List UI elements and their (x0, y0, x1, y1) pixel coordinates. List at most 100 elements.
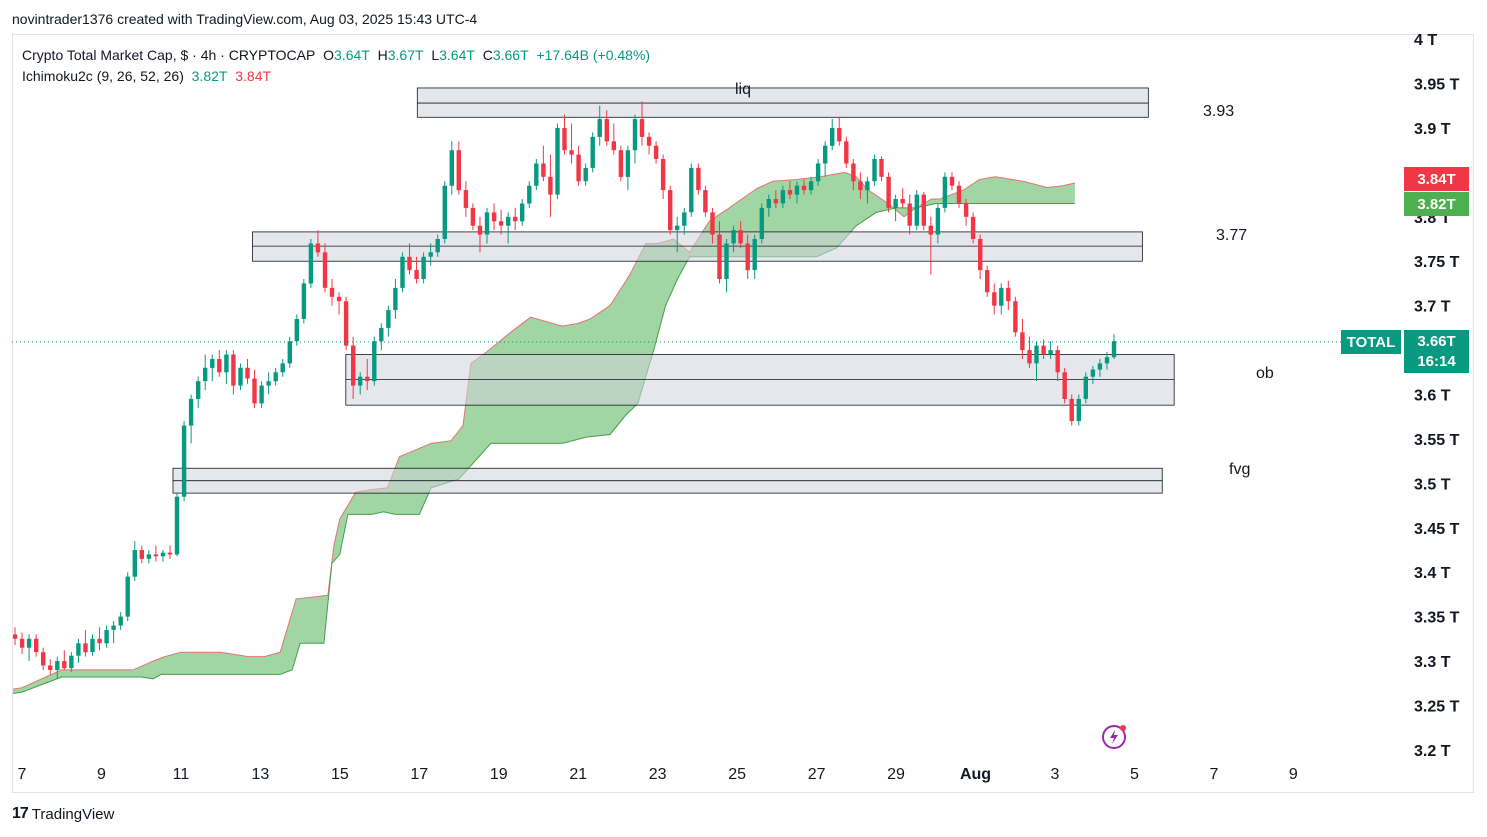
candle-body (13, 634, 18, 639)
legend-change: +17.64B (+0.48%) (536, 47, 651, 63)
candle-body (520, 203, 525, 222)
candle-body (217, 359, 222, 373)
candle-body (801, 185, 807, 191)
candle-body (752, 239, 757, 271)
candle-body (597, 119, 602, 137)
candle-body (69, 655, 74, 669)
legend-open-label: O (323, 47, 335, 63)
x-tick-label: 7 (18, 766, 27, 783)
candle-body (167, 552, 173, 555)
candle-body (541, 163, 546, 177)
zone-box-1 (252, 231, 1143, 262)
x-tick-label: 7 (1209, 766, 1218, 783)
x-tick-label: 15 (331, 766, 349, 783)
candle-body (872, 159, 877, 182)
legend-high-label: H (377, 47, 388, 63)
candle-body (731, 230, 736, 244)
candle-body (1097, 363, 1103, 370)
candle-body (576, 154, 581, 182)
candle-body (682, 212, 687, 226)
candle-body (343, 301, 349, 346)
x-tick-label: 9 (97, 766, 106, 783)
candle-body (160, 552, 166, 557)
candle-body (766, 199, 771, 208)
candle-body (301, 283, 307, 319)
candle-body (992, 292, 997, 306)
candle-body (893, 199, 898, 208)
candle-body (696, 167, 701, 191)
candle-body (132, 550, 137, 577)
candle-body (238, 367, 243, 386)
candle-body (153, 554, 159, 557)
candle-body (280, 363, 285, 373)
y-tick-label: 3.4 T (1414, 565, 1451, 582)
symbol-tag: TOTAL (1341, 330, 1401, 354)
y-tick-label: 3.3 T (1414, 654, 1451, 671)
candle-body (224, 354, 229, 373)
candle-body (245, 367, 250, 379)
candle-body (287, 341, 292, 364)
candle-body (1055, 350, 1060, 373)
tradingview-logo-icon: 17 (12, 805, 29, 822)
bar-countdown: 16:14 (1417, 352, 1456, 370)
footer-brand: TradingView (31, 805, 115, 823)
axes-layer: 4 T3.95 T3.9 T3.85 T3.8 T3.75 T3.7 T3.65… (18, 32, 1460, 783)
candle-body (632, 119, 638, 151)
candle-body (421, 256, 426, 279)
y-tick-label: 3.6 T (1414, 388, 1451, 405)
legend-high-value: 3.67T (387, 47, 424, 63)
candle-body (710, 212, 715, 235)
candle-body (949, 176, 955, 186)
candle-body (435, 239, 440, 253)
x-tick-label: 23 (649, 766, 667, 783)
y-tick-label: 3.45 T (1414, 521, 1460, 538)
candle-body (562, 128, 567, 151)
candle-body (956, 185, 962, 204)
candle-body (104, 630, 109, 644)
candle-body (787, 190, 793, 195)
candle-body (1020, 332, 1025, 351)
price-tag-red: 3.84T (1404, 167, 1469, 191)
candle-body (210, 359, 215, 368)
candle-body (111, 625, 116, 630)
candle-body (41, 652, 46, 666)
candle-body (886, 176, 891, 208)
y-tick-label: 3.95 T (1414, 77, 1460, 94)
candle-body (928, 225, 933, 235)
x-tick-label: 25 (728, 766, 746, 783)
legend-low-value: 3.64T (439, 47, 475, 63)
candle-body (1062, 372, 1067, 399)
y-tick-label: 3.55 T (1414, 432, 1460, 449)
lightning-icon[interactable] (1101, 724, 1127, 750)
candle-body (660, 159, 666, 191)
tradingview-footer: 17 TradingView (12, 805, 114, 823)
legend-indicator-value-1: 3.82T (191, 68, 228, 84)
candle-body (914, 194, 919, 226)
candles-layer (13, 101, 1117, 679)
legend-low-label: L (431, 47, 440, 63)
candle-body (985, 270, 990, 293)
zones-layer: liq 3.93 3.77 ob fvg (172, 81, 1274, 494)
cloud-lagging-span (13, 203, 1075, 695)
candle-body (139, 550, 144, 559)
candle-body (252, 378, 257, 404)
x-tick-label: 3 (1051, 766, 1060, 783)
candle-body (76, 643, 81, 656)
candle-body (407, 256, 412, 271)
y-tick-label: 3.5 T (1414, 476, 1451, 493)
x-tick-label: Aug (960, 766, 991, 783)
candle-body (308, 243, 314, 284)
candle-body (62, 661, 67, 669)
candle-body (1048, 350, 1053, 355)
candle-body (83, 643, 88, 653)
candle-body (590, 136, 595, 168)
zone-box-2 (345, 354, 1175, 406)
candle-body (823, 145, 828, 164)
candle-body (1104, 357, 1110, 364)
candle-body (329, 287, 335, 297)
candle-body (900, 199, 905, 204)
candle-body (794, 185, 800, 195)
candle-body (907, 203, 912, 226)
candle-body (322, 252, 328, 288)
